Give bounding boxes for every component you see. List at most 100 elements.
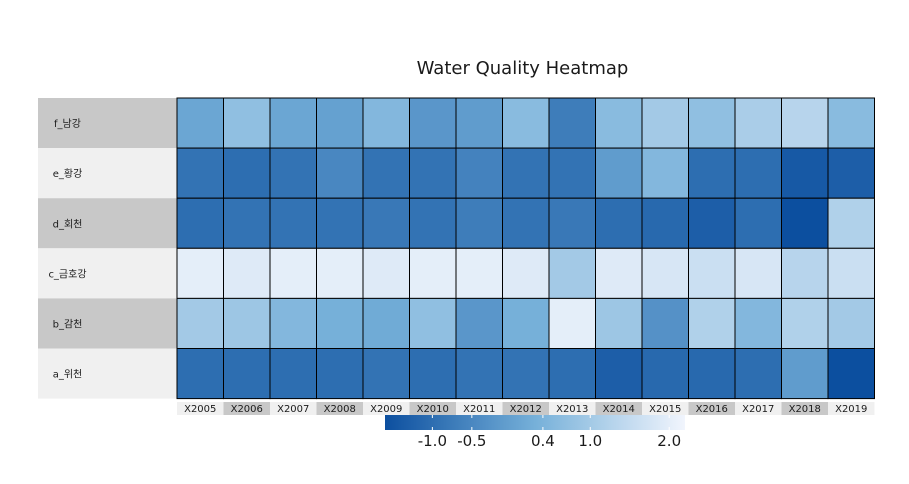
heatmap-cell	[362, 297, 410, 349]
heatmap-cell	[688, 247, 736, 299]
heatmap-cell	[176, 348, 224, 400]
heatmap-cell	[595, 97, 643, 149]
heatmap-cell	[362, 247, 410, 299]
heatmap-cell	[316, 297, 364, 349]
column-label-band	[735, 402, 782, 415]
heatmap-cell	[734, 97, 782, 149]
heatmap-cell	[269, 197, 317, 249]
heatmap-cell	[455, 147, 503, 199]
column-label-band	[363, 402, 410, 415]
heatmap-cell	[176, 147, 224, 199]
heatmap-cell	[548, 147, 596, 199]
heatmap-cell	[734, 147, 782, 199]
heatmap-cell	[641, 147, 689, 199]
heatmap-cell	[548, 297, 596, 349]
heatmap-cell	[455, 247, 503, 299]
heatmap-cell	[176, 97, 224, 149]
legend-tick-label: -0.5	[457, 432, 486, 450]
heatmap-cell	[316, 247, 364, 299]
heatmap-cell	[223, 247, 271, 299]
heatmap-cell	[827, 147, 875, 199]
heatmap-cell	[269, 247, 317, 299]
column-label-band	[502, 402, 549, 415]
heatmap-cell	[781, 247, 829, 299]
legend-tick-label: 2.0	[657, 432, 681, 450]
heatmap-cell	[409, 247, 457, 299]
heatmap-cell	[641, 348, 689, 400]
heatmap-cell	[502, 147, 550, 199]
heatmap-cell	[827, 247, 875, 299]
column-label: X2007	[277, 404, 309, 415]
heatmap-cell	[223, 97, 271, 149]
heatmap-cell	[223, 147, 271, 199]
heatmap-cell	[548, 348, 596, 400]
heatmap-cell	[641, 97, 689, 149]
heatmap-cell	[409, 297, 457, 349]
legend-tick-label: 1.0	[578, 432, 602, 450]
heatmap-cell	[409, 197, 457, 249]
heatmap-cell	[316, 197, 364, 249]
row-label-band	[38, 248, 177, 299]
heatmap-cell	[734, 348, 782, 400]
row-label-band	[38, 198, 177, 249]
column-label-band	[456, 402, 503, 415]
heatmap-cells	[176, 97, 875, 400]
heatmap-cell	[269, 147, 317, 199]
heatmap-cell	[269, 348, 317, 400]
legend-tick-label: -1.0	[418, 432, 447, 450]
row-label: f_남강	[54, 118, 81, 130]
heatmap-cell	[688, 197, 736, 249]
chart-title: Water Quality Heatmap	[416, 58, 629, 79]
heatmap-cell	[409, 147, 457, 199]
heatmap-cell	[502, 97, 550, 149]
heatmap-cell	[455, 97, 503, 149]
row-label: b_감천	[53, 318, 83, 330]
heatmap-cell	[688, 348, 736, 400]
heatmap-cell	[223, 297, 271, 349]
heatmap-cell	[455, 297, 503, 349]
heatmap-cell	[781, 97, 829, 149]
column-label-band	[595, 402, 642, 415]
column-label-band	[270, 402, 317, 415]
column-label: X2014	[603, 404, 635, 415]
heatmap-cell	[223, 348, 271, 400]
row-labels: f_남강 e_황강 d_회천 c_금호강 b_감천 a_위천	[38, 98, 177, 399]
heatmap-cell	[455, 348, 503, 400]
heatmap-cell	[316, 97, 364, 149]
heatmap-cell	[362, 348, 410, 400]
column-label: X2013	[556, 404, 588, 415]
heatmap-cell	[595, 297, 643, 349]
row-label: d_회천	[53, 218, 83, 230]
heatmap-cell	[827, 348, 875, 400]
heatmap-cell	[269, 97, 317, 149]
heatmap-cell	[595, 197, 643, 249]
column-label-band	[828, 402, 875, 415]
row-label-band	[38, 348, 177, 399]
column-label: X2012	[510, 404, 542, 415]
row-label: c_금호강	[48, 268, 86, 280]
column-label: X2016	[696, 404, 728, 415]
column-labels: X2005 X2006 X2007 X2008 X2009 X2010 X2011 X2012…	[177, 402, 875, 415]
heatmap-cell	[316, 348, 364, 400]
heatmap-cell	[223, 197, 271, 249]
heatmap-cell	[502, 348, 550, 400]
heatmap-cell	[734, 297, 782, 349]
column-label-band	[409, 402, 456, 415]
heatmap-cell	[502, 197, 550, 249]
heatmap-cell	[548, 247, 596, 299]
column-label: X2011	[463, 404, 495, 415]
legend-colorbar	[385, 415, 685, 430]
heatmap-cell	[269, 297, 317, 349]
heatmap-cell	[781, 147, 829, 199]
row-label: e_황강	[53, 168, 83, 180]
heatmap-cell	[409, 348, 457, 400]
heatmap-cell	[781, 348, 829, 400]
column-label: X2005	[184, 404, 216, 415]
heatmap-cell	[595, 247, 643, 299]
column-label: X2018	[789, 404, 821, 415]
heatmap-cell	[502, 247, 550, 299]
heatmap-cell	[827, 297, 875, 349]
color-legend: -1.0 -0.5 0.4 1.0 2.0	[385, 415, 685, 450]
heatmap-cell	[316, 147, 364, 199]
heatmap-cell	[595, 147, 643, 199]
